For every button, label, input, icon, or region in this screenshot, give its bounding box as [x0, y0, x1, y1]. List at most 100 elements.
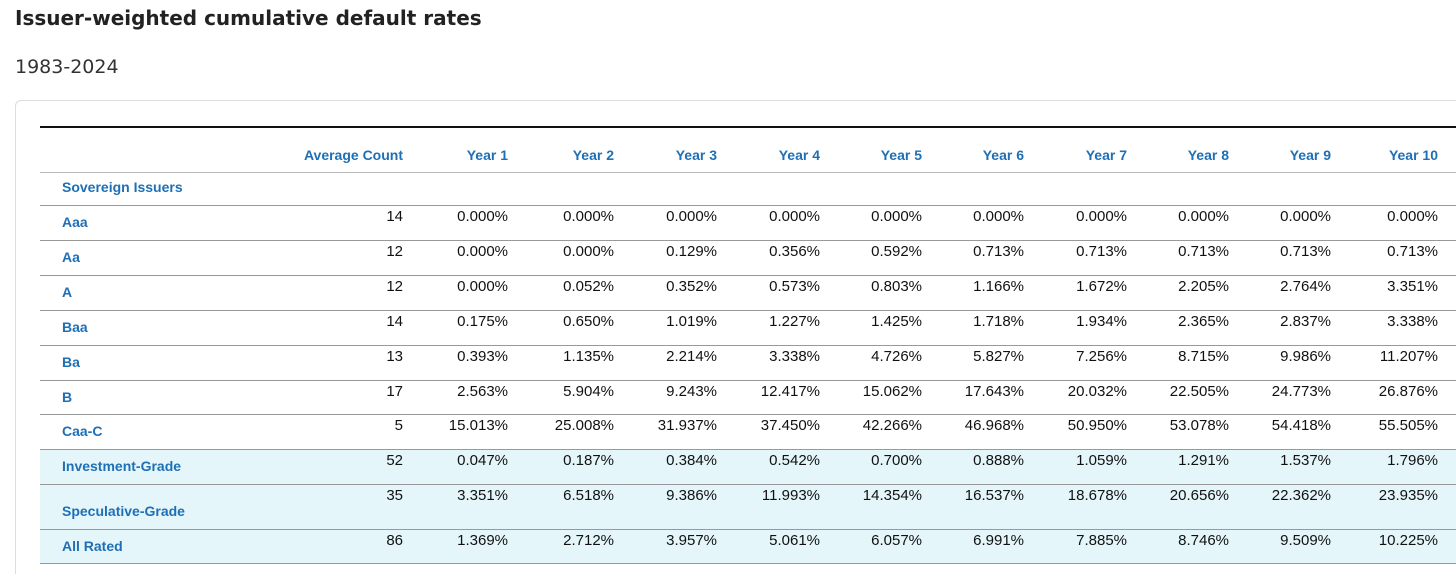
table-cell: 11.207%	[1379, 348, 1438, 365]
row-highlight	[40, 485, 1456, 529]
table-cell: 50.950%	[1067, 417, 1127, 434]
row-highlight	[40, 530, 1456, 563]
column-header: Year 3	[675, 147, 717, 163]
table-cell: 0.650%	[563, 313, 614, 330]
table-cell: 0.713%	[1387, 243, 1438, 260]
column-header: Year 4	[778, 147, 820, 163]
table-cell: 2.837%	[1280, 313, 1331, 330]
row-label: Caa-C	[62, 423, 103, 439]
table-cell: 12	[386, 278, 403, 295]
table-cell: 2.205%	[1178, 278, 1229, 295]
column-header: Year 6	[982, 147, 1024, 163]
table-cell: 0.000%	[457, 278, 508, 295]
table-cell: 6.057%	[871, 532, 922, 549]
column-header: Year 5	[880, 147, 922, 163]
row-rule	[40, 380, 1456, 381]
table-cell: 0.384%	[666, 452, 717, 469]
table-cell: 1.537%	[1280, 452, 1331, 469]
row-rule	[40, 345, 1456, 346]
column-header: Year 1	[466, 147, 508, 163]
table-cell: 1.135%	[563, 348, 614, 365]
title: Issuer-weighted cumulative default rates	[15, 6, 482, 30]
row-rule	[40, 449, 1456, 450]
table-cell: 12.417%	[760, 383, 820, 400]
table-cell: 0.000%	[563, 208, 614, 225]
row-label: A	[62, 284, 73, 300]
table-cell: 0.187%	[563, 452, 614, 469]
table-cell: 3.957%	[666, 532, 717, 549]
table-cell: 0.573%	[769, 278, 820, 295]
table-cell: 0.000%	[973, 208, 1024, 225]
table-cell: 10.225%	[1378, 532, 1438, 549]
table-cell: 0.000%	[1280, 208, 1331, 225]
table-cell: 22.505%	[1169, 383, 1229, 400]
table-cell: 0.052%	[563, 278, 614, 295]
table-cell: 8.715%	[1178, 348, 1229, 365]
table-cell: 0.000%	[457, 243, 508, 260]
table-cell: 5	[394, 417, 403, 434]
row-rule	[40, 529, 1456, 530]
top-rule	[40, 126, 1456, 128]
row-label: Aa	[62, 249, 80, 265]
table-cell: 1.796%	[1387, 452, 1438, 469]
table-card	[15, 100, 1456, 574]
table-cell: 24.773%	[1271, 383, 1331, 400]
table-cell: 31.937%	[657, 417, 717, 434]
row-label: Speculative-Grade	[62, 503, 185, 519]
table-cell: 0.713%	[1076, 243, 1127, 260]
table-cell: 0.803%	[871, 278, 922, 295]
table-cell: 1.291%	[1178, 452, 1229, 469]
table-cell: 3.338%	[1387, 313, 1438, 330]
table-cell: 0.352%	[666, 278, 717, 295]
table-cell: 3.351%	[1387, 278, 1438, 295]
row-rule	[40, 240, 1456, 241]
table-cell: 0.713%	[1178, 243, 1229, 260]
row-label: All Rated	[62, 538, 123, 554]
table-cell: 18.678%	[1067, 487, 1127, 504]
table-cell: 1.425%	[871, 313, 922, 330]
row-rule	[40, 172, 1456, 173]
row-label: Baa	[62, 319, 88, 335]
table-cell: 14.354%	[862, 487, 922, 504]
table-cell: 4.726%	[871, 348, 922, 365]
row-rule	[40, 205, 1456, 206]
table-cell: 15.062%	[862, 383, 922, 400]
table-cell: 13	[386, 348, 403, 365]
row-rule	[40, 414, 1456, 415]
table-cell: 1.227%	[769, 313, 820, 330]
table-cell: 35	[386, 487, 403, 504]
table-cell: 0.047%	[457, 452, 508, 469]
row-label: Investment-Grade	[62, 458, 182, 474]
table-cell: 6.518%	[563, 487, 614, 504]
row-rule	[40, 275, 1456, 276]
table-cell: 2.365%	[1178, 313, 1229, 330]
table-cell: 1.166%	[973, 278, 1024, 295]
row-label: Ba	[62, 354, 80, 370]
table-cell: 9.243%	[666, 383, 717, 400]
row-rule	[40, 563, 1456, 564]
table-cell: 0.000%	[769, 208, 820, 225]
table-cell: 1.059%	[1076, 452, 1127, 469]
table-cell: 1.019%	[666, 313, 717, 330]
table-cell: 46.968%	[964, 417, 1024, 434]
row-highlight	[40, 450, 1456, 484]
table-cell: 1.934%	[1076, 313, 1127, 330]
column-header: Average Count	[303, 147, 403, 163]
table-cell: 3.338%	[769, 348, 820, 365]
table-cell: 0.888%	[973, 452, 1024, 469]
column-header: Year 9	[1289, 147, 1331, 163]
table-cell: 7.256%	[1076, 348, 1127, 365]
table-cell: 0.356%	[769, 243, 820, 260]
table-cell: 9.386%	[666, 487, 717, 504]
table-cell: 11.993%	[761, 487, 820, 504]
table-cell: 20.656%	[1169, 487, 1229, 504]
row-label: B	[62, 389, 73, 405]
table-cell: 5.827%	[973, 348, 1024, 365]
table-cell: 0.000%	[1178, 208, 1229, 225]
table-cell: 2.764%	[1280, 278, 1331, 295]
table-cell: 52	[386, 452, 403, 469]
table-cell: 1.369%	[457, 532, 508, 549]
table-cell: 1.672%	[1076, 278, 1127, 295]
table-cell: 25.008%	[554, 417, 614, 434]
